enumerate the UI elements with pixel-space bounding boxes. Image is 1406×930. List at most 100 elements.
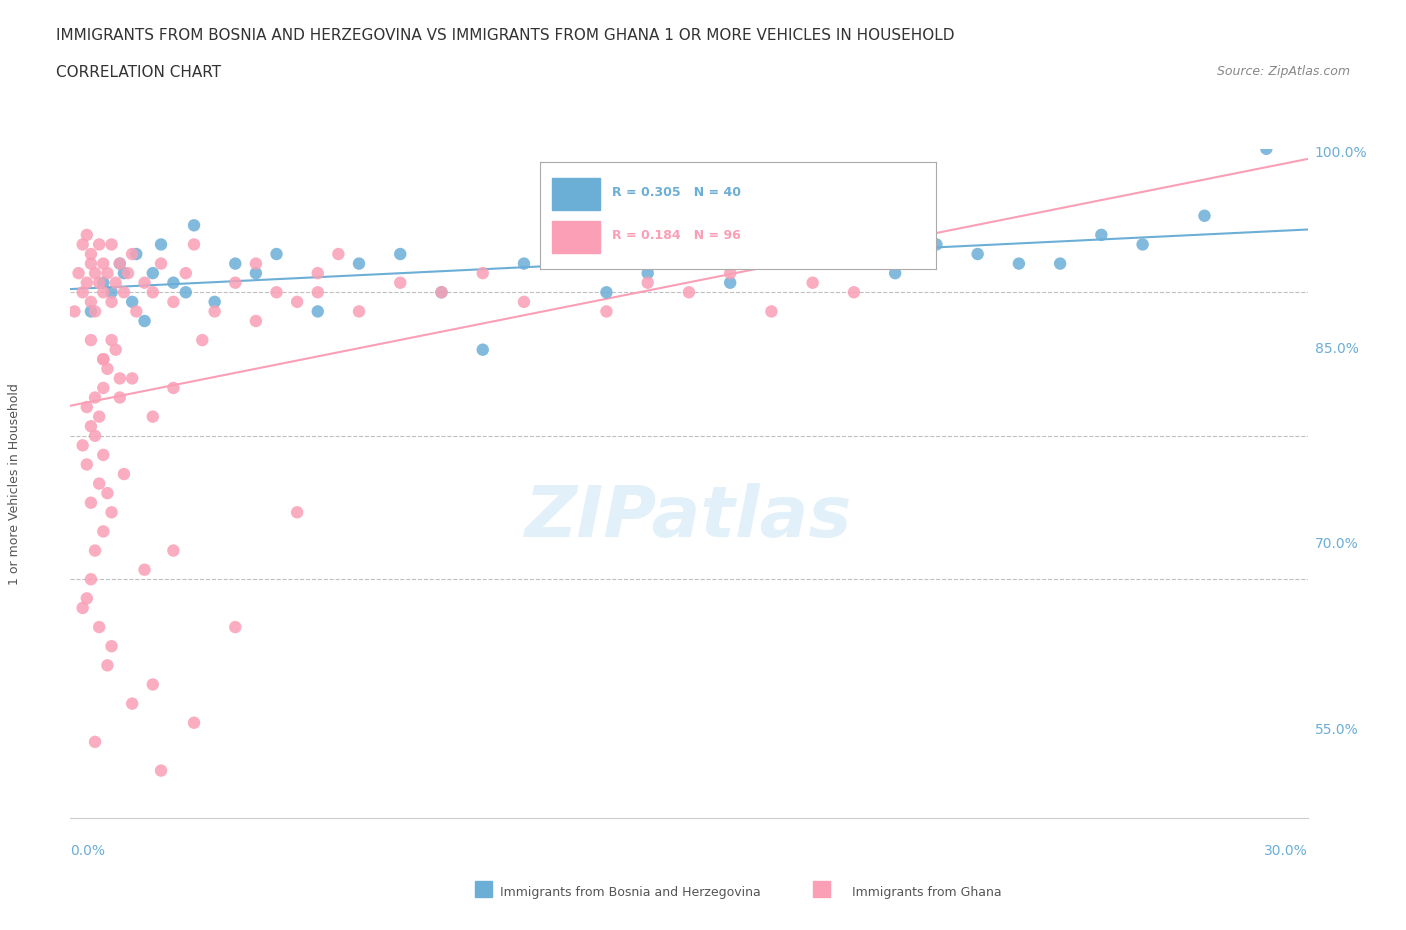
Point xyxy=(162,275,184,290)
Text: 100.0%: 100.0% xyxy=(1315,146,1367,161)
Point xyxy=(100,237,122,252)
Point xyxy=(801,237,824,252)
Point xyxy=(307,304,329,319)
Point xyxy=(100,285,122,299)
Point xyxy=(595,285,617,299)
Point xyxy=(100,333,122,348)
Point xyxy=(637,275,659,290)
Point xyxy=(80,295,103,310)
Point xyxy=(108,371,131,386)
Point xyxy=(925,237,948,252)
Point xyxy=(204,304,226,319)
Point xyxy=(76,591,98,605)
Point xyxy=(842,285,865,299)
Point xyxy=(142,677,165,692)
Point xyxy=(162,295,184,310)
Point xyxy=(117,266,139,281)
Point xyxy=(430,285,453,299)
Point xyxy=(80,246,103,261)
Point xyxy=(91,275,114,290)
Text: Immigrants from Ghana: Immigrants from Ghana xyxy=(844,886,1001,899)
Point xyxy=(121,246,143,261)
Point xyxy=(174,266,197,281)
Point xyxy=(96,362,118,377)
Point xyxy=(150,764,173,778)
Point xyxy=(125,246,148,261)
Point xyxy=(678,285,700,299)
Point xyxy=(121,697,143,711)
Point xyxy=(125,304,148,319)
Text: 85.0%: 85.0% xyxy=(1315,341,1358,356)
Point xyxy=(266,246,288,261)
Point xyxy=(100,295,122,310)
Text: 30.0%: 30.0% xyxy=(1264,844,1308,858)
Point xyxy=(183,237,205,252)
Point xyxy=(89,237,111,252)
Text: 55.0%: 55.0% xyxy=(1315,723,1358,737)
Point xyxy=(285,295,308,310)
Point xyxy=(89,409,111,424)
Point xyxy=(328,246,350,261)
Point xyxy=(266,285,288,299)
Point xyxy=(72,285,94,299)
Point xyxy=(162,543,184,558)
Point xyxy=(430,285,453,299)
Point xyxy=(112,285,135,299)
Text: 1 or more Vehicles in Household: 1 or more Vehicles in Household xyxy=(7,382,21,585)
Point xyxy=(96,266,118,281)
Point xyxy=(307,285,329,299)
Point xyxy=(595,304,617,319)
Text: IMMIGRANTS FROM BOSNIA AND HERZEGOVINA VS IMMIGRANTS FROM GHANA 1 OR MORE VEHICL: IMMIGRANTS FROM BOSNIA AND HERZEGOVINA V… xyxy=(56,28,955,43)
Point xyxy=(245,313,267,328)
Text: 70.0%: 70.0% xyxy=(1315,537,1358,551)
Point xyxy=(104,342,127,357)
Point xyxy=(513,295,536,310)
Point xyxy=(718,266,741,281)
Point xyxy=(134,563,156,578)
Point xyxy=(142,285,165,299)
Point xyxy=(80,572,103,587)
Point xyxy=(89,275,111,290)
Point xyxy=(67,266,90,281)
Point xyxy=(80,333,103,348)
Point xyxy=(162,380,184,395)
Point xyxy=(108,390,131,405)
Point xyxy=(134,275,156,290)
Point xyxy=(389,246,412,261)
Point xyxy=(76,275,98,290)
Point xyxy=(80,418,103,433)
Point xyxy=(80,256,103,271)
Point xyxy=(112,266,135,281)
Point xyxy=(121,371,143,386)
Point xyxy=(761,304,783,319)
Point xyxy=(104,275,127,290)
Point xyxy=(108,256,131,271)
Point xyxy=(1008,256,1031,271)
Point xyxy=(72,438,94,453)
Bar xyxy=(475,881,492,897)
Point xyxy=(91,380,114,395)
Point xyxy=(637,266,659,281)
Point xyxy=(91,524,114,538)
Point xyxy=(347,256,370,271)
Point xyxy=(76,400,98,415)
Point xyxy=(183,218,205,232)
Text: 0.0%: 0.0% xyxy=(70,844,105,858)
Point xyxy=(204,295,226,310)
Point xyxy=(91,352,114,366)
Point xyxy=(966,246,988,261)
Point xyxy=(718,275,741,290)
Point xyxy=(191,333,214,348)
Text: Immigrants from Bosnia and Herzegovina: Immigrants from Bosnia and Herzegovina xyxy=(492,886,761,899)
Point xyxy=(91,256,114,271)
Point xyxy=(84,390,107,405)
Point xyxy=(150,237,173,252)
Point xyxy=(1256,141,1278,156)
Point xyxy=(347,304,370,319)
Point xyxy=(84,304,107,319)
Point xyxy=(224,256,246,271)
Point xyxy=(96,658,118,672)
Text: CORRELATION CHART: CORRELATION CHART xyxy=(56,65,221,80)
Point xyxy=(183,715,205,730)
Point xyxy=(96,485,118,500)
